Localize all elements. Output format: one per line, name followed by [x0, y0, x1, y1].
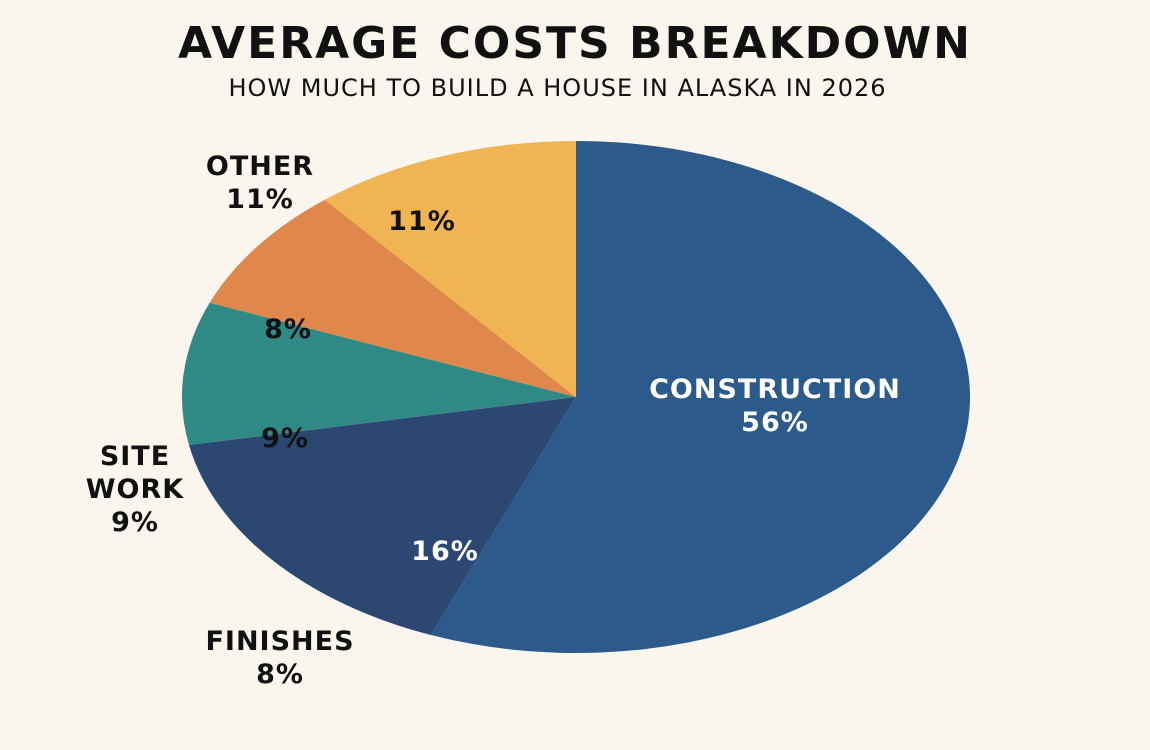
chart-subtitle: HOW MUCH TO BUILD A HOUSE IN ALASKA IN 2… — [228, 74, 887, 102]
slice-label-8: 8% — [264, 314, 312, 345]
pie-slice-finishes — [188, 397, 576, 636]
slice-label-construction: CONSTRUCTION 56% — [649, 374, 901, 438]
slice-label-finishes: 16% — [411, 536, 479, 567]
outer-label-site-work: SITE WORK 9% — [85, 441, 185, 538]
outer-label-other: OTHER 11% — [205, 151, 315, 215]
pie-slice-construction — [430, 141, 970, 653]
chart-title: AVERAGE COSTS BREAKDOWN — [178, 18, 972, 69]
pie-slice-other — [324, 141, 576, 397]
slice-label-site-work: 9% — [261, 423, 309, 454]
pie-slice-site-work — [181, 302, 576, 445]
outer-label-finishes: FINISHES 8% — [205, 626, 355, 690]
pie-slice-unlabeled-3 — [209, 199, 576, 397]
slice-label-other: 11% — [388, 206, 456, 237]
